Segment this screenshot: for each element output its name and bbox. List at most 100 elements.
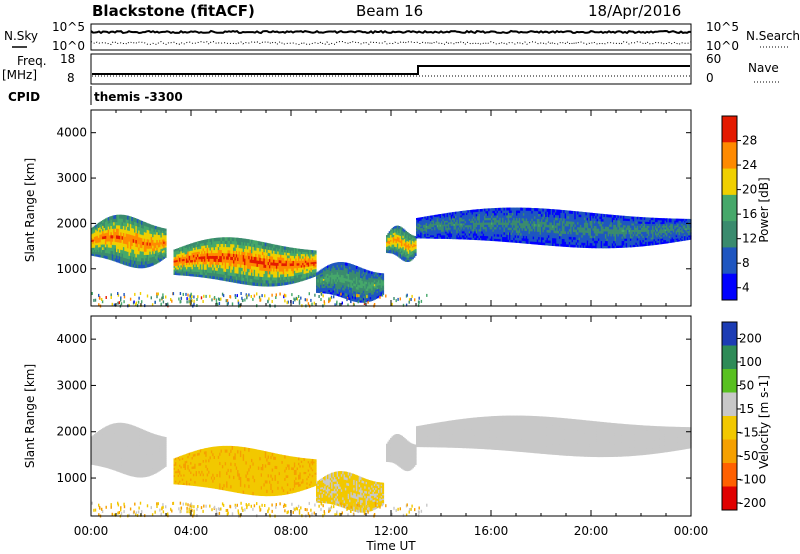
range-cell xyxy=(216,243,219,248)
range-cell xyxy=(318,275,321,278)
range-cell xyxy=(342,269,345,273)
range-cell xyxy=(99,251,102,255)
range-cell xyxy=(131,241,134,246)
range-cell xyxy=(210,275,213,279)
range-cell xyxy=(321,277,324,280)
range-cell xyxy=(219,261,222,266)
range-cell xyxy=(346,286,349,290)
range-cell xyxy=(445,224,448,227)
range-cell xyxy=(522,210,525,214)
range-cell xyxy=(479,233,482,236)
range-cell xyxy=(399,228,402,232)
range-cell xyxy=(406,244,409,248)
range-cell xyxy=(409,245,412,248)
range-cell xyxy=(539,221,542,225)
range-cell xyxy=(457,213,460,216)
range-cell xyxy=(122,250,125,255)
range-cell xyxy=(409,249,412,252)
range-cell xyxy=(150,227,153,232)
range-cell xyxy=(535,231,538,235)
range-cell xyxy=(213,255,216,259)
range-cell xyxy=(545,216,548,220)
range-cell xyxy=(129,227,132,232)
range-cell xyxy=(484,226,487,230)
range-cell xyxy=(307,272,310,275)
range-cell xyxy=(414,254,417,256)
range-cell xyxy=(128,216,131,221)
range-cell xyxy=(300,269,303,273)
range-cell xyxy=(322,267,325,271)
range-cell xyxy=(138,223,141,228)
range-cell xyxy=(382,280,385,283)
range-cell xyxy=(578,226,581,230)
range-cell xyxy=(492,231,495,235)
range-cell xyxy=(246,255,249,260)
range-cell xyxy=(556,222,559,226)
range-cell xyxy=(262,254,264,259)
range-cell xyxy=(215,276,217,280)
range-cell xyxy=(447,233,450,236)
range-cell xyxy=(327,283,329,286)
range-cell xyxy=(499,238,502,242)
range-cell xyxy=(371,281,374,285)
range-cell xyxy=(520,225,523,229)
range-cell xyxy=(296,255,299,259)
range-cell xyxy=(495,226,498,230)
range-cell xyxy=(536,215,539,219)
range-cell xyxy=(567,244,570,248)
range-cell xyxy=(187,251,190,254)
range-cell xyxy=(180,263,183,266)
range-cell xyxy=(99,249,102,253)
range-cell xyxy=(457,229,460,232)
range-cell xyxy=(386,251,388,254)
range-cell xyxy=(457,221,460,224)
range-cell xyxy=(396,249,399,253)
range-cell xyxy=(304,268,307,272)
range-cell xyxy=(335,271,338,275)
range-cell xyxy=(231,243,234,248)
range-cell xyxy=(124,243,127,248)
range-cell xyxy=(142,254,145,259)
range-cell xyxy=(474,237,477,241)
range-cell xyxy=(202,250,205,254)
range-cell xyxy=(380,289,383,292)
range-cell xyxy=(468,228,471,232)
range-cell xyxy=(120,235,123,240)
range-cell xyxy=(153,239,156,243)
range-cell xyxy=(128,237,131,242)
range-cell xyxy=(298,255,300,259)
range-cell xyxy=(285,257,288,261)
range-cell xyxy=(138,264,141,269)
range-cell xyxy=(180,271,183,274)
range-cell xyxy=(399,226,402,230)
range-cell xyxy=(136,260,139,265)
range-cell xyxy=(436,221,439,224)
range-cell xyxy=(278,251,281,255)
range-cell xyxy=(160,253,163,257)
range-cell xyxy=(575,229,578,233)
range-cell xyxy=(438,224,441,227)
range-cell xyxy=(390,236,393,239)
range-cell xyxy=(532,218,535,222)
range-cell xyxy=(335,264,338,268)
range-cell xyxy=(543,213,546,217)
range-cell xyxy=(386,243,388,246)
range-cell xyxy=(188,253,191,256)
range-cell xyxy=(190,268,193,272)
range-cell xyxy=(252,259,255,264)
range-cell xyxy=(324,287,327,290)
range-cell xyxy=(197,248,199,252)
range-cell xyxy=(445,231,448,234)
range-cell xyxy=(528,218,531,222)
range-cell xyxy=(256,256,259,261)
range-cell xyxy=(100,246,103,250)
range-cell xyxy=(435,214,438,217)
range-cell xyxy=(237,257,240,261)
range-cell xyxy=(314,265,317,268)
range-cell xyxy=(331,292,334,295)
range-cell xyxy=(379,292,382,296)
range-cell xyxy=(572,234,575,238)
range-cell xyxy=(559,222,562,226)
range-cell xyxy=(131,234,134,239)
